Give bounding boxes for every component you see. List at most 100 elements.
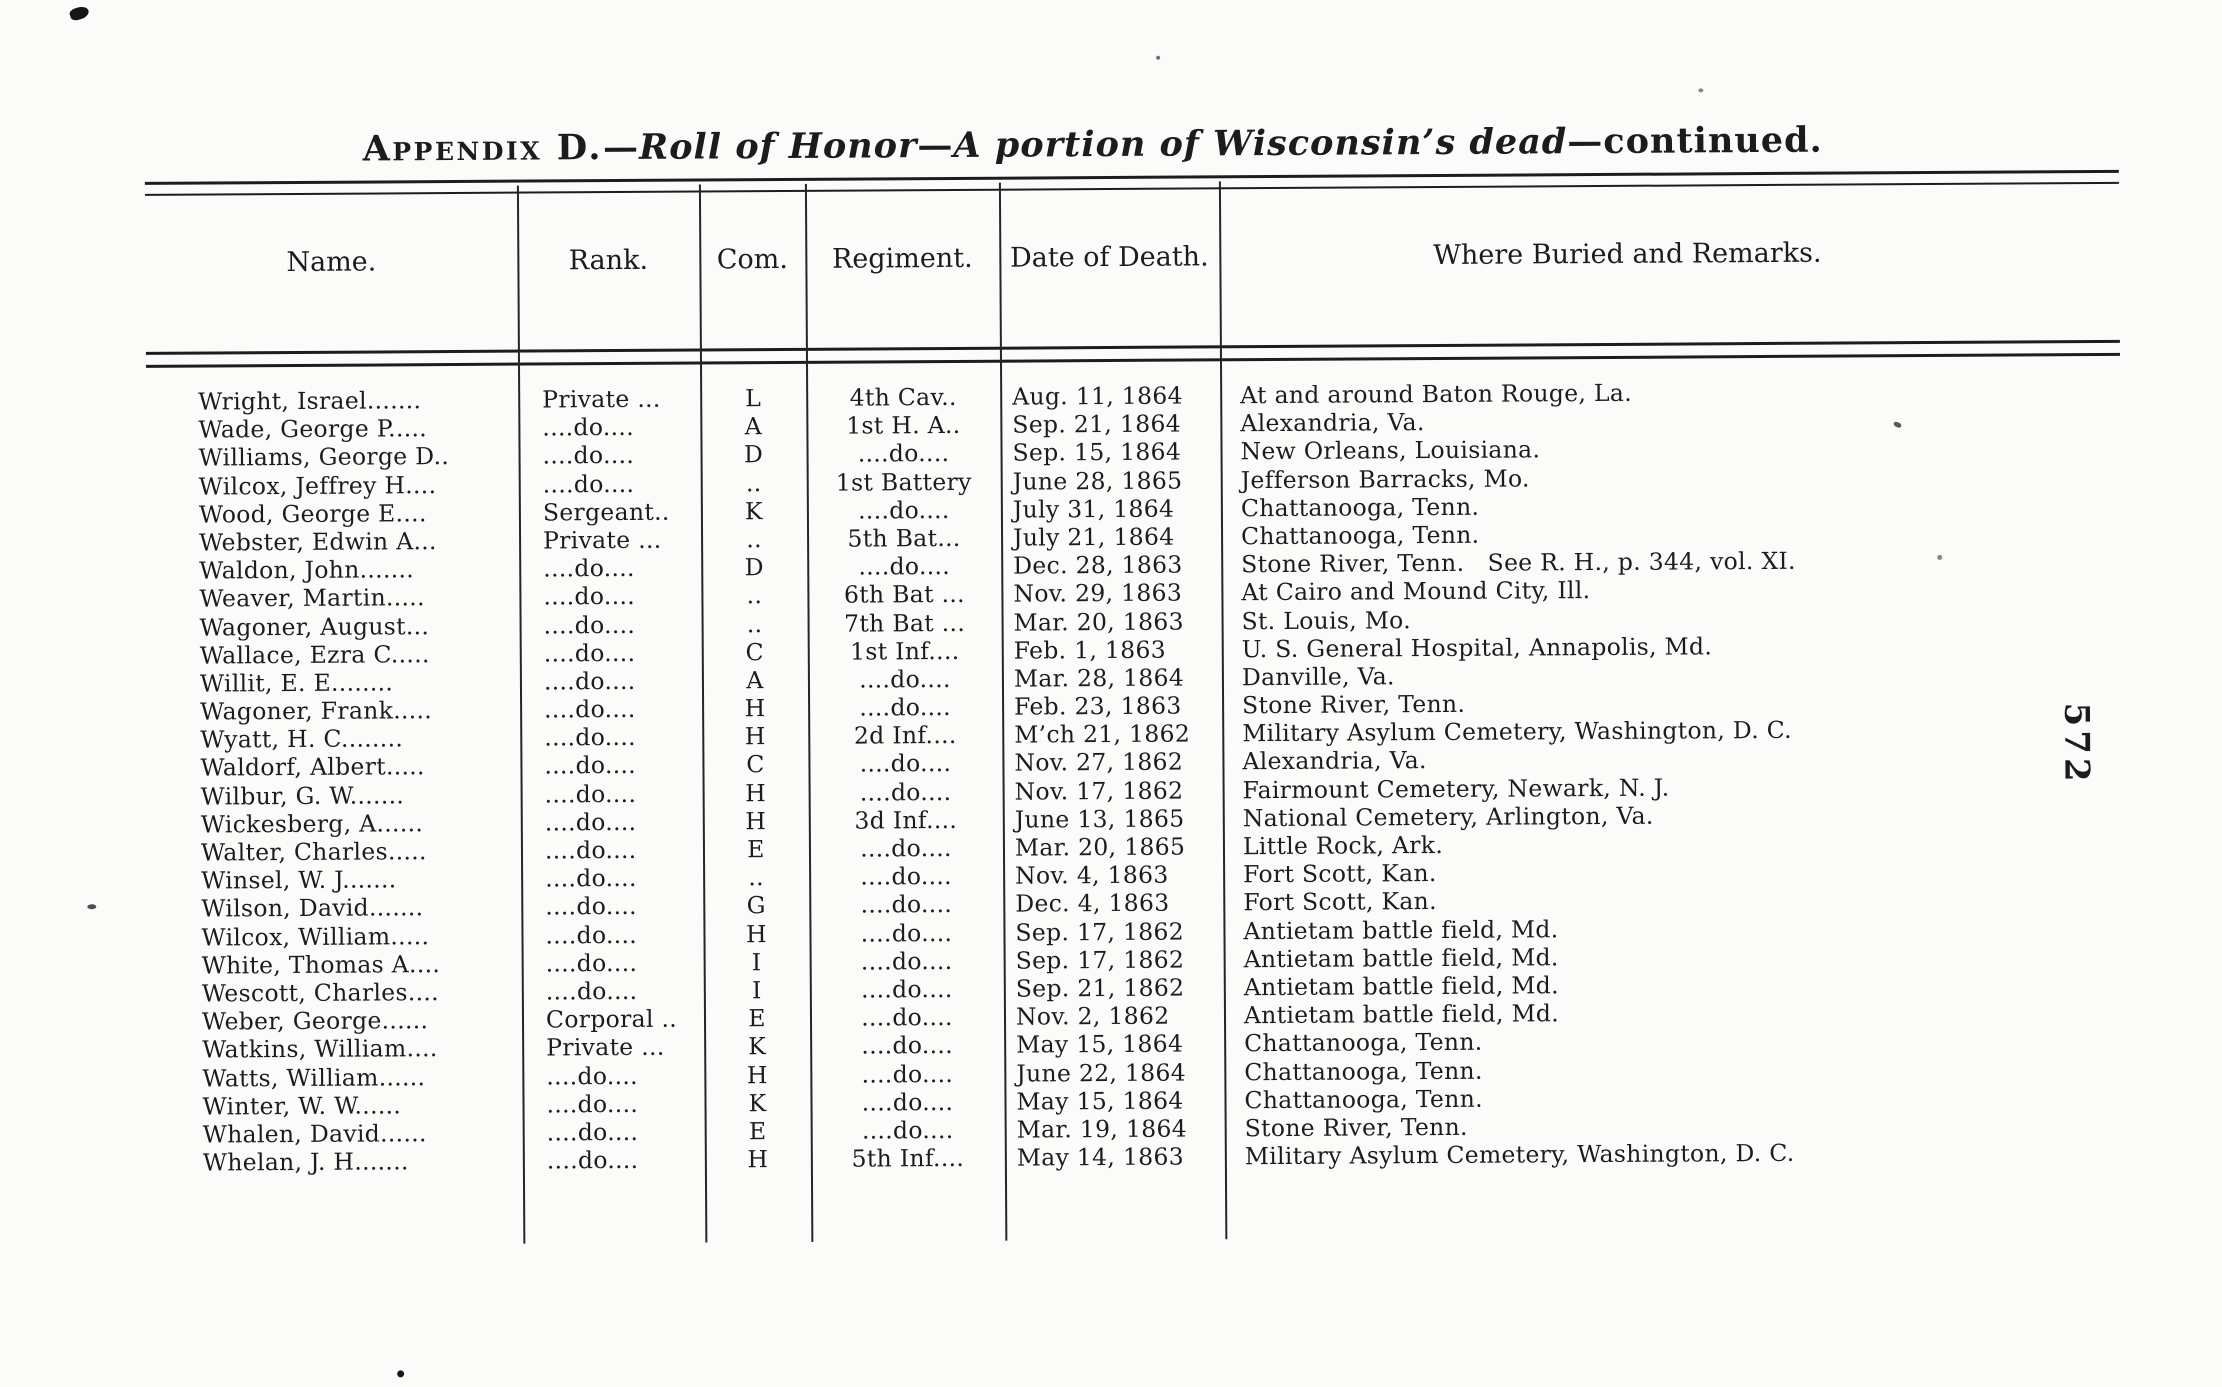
cell-name: Wilcox, Jeffrey H.... [198,470,437,501]
cell-rank: ....do.... [543,582,636,611]
roll-of-honor-table: Name. Rank. Com. Regiment. Date of Death… [144,169,2126,1282]
title-part: —continued. [1567,119,1823,163]
cell-company: .. [746,525,762,554]
cell-name: Winsel, W. J....... [201,865,397,895]
cell-date-of-death: Sep. 15, 1864 [1012,437,1182,467]
cell-company: G [746,891,766,920]
cell-regiment: 1st Inf.... [849,636,960,666]
cell-rank: ....do.... [544,807,637,837]
cell-company: L [745,384,762,413]
cell-rank: ....do.... [546,1117,639,1147]
cell-company: D [743,440,764,469]
cell-name: Williams, George D.. [198,442,450,472]
cell-remarks: Danville, Va. [1241,662,1395,692]
table-body: Wright, Israel....... Private ... L 4th Cav… [146,376,2125,1177]
cell-remarks: Antietam battle field, Md. [1243,999,1560,1030]
table-top-rule [144,169,2119,196]
cell-name: Wallace, Ezra C..... [199,639,430,670]
title-part: — [602,126,640,169]
cell-remarks: Antietam battle field, Md. [1243,943,1559,973]
cell-regiment: 2d Inf.... [853,721,957,750]
cell-rank: ....do.... [546,1089,639,1119]
cell-name: Wescott, Charles.... [201,978,439,1008]
cell-regiment: ....do.... [860,890,953,919]
cell-regiment: ....do.... [860,918,953,948]
cell-regiment: 1st H. A.. [846,411,961,440]
cell-date-of-death: July 21, 1864 [1012,522,1175,552]
scan-artifact [1698,88,1704,93]
cell-regiment: 1st Battery [835,467,972,497]
cell-name: Willit, E. E........ [199,668,394,698]
cell-remarks: U. S. General Hospital, Annapolis, Md. [1241,632,1713,663]
cell-date-of-death: May 15, 1864 [1016,1029,1184,1059]
cell-name: Weber, George...... [201,1006,429,1036]
column-header-remarks: Where Buried and Remarks. [1433,237,1822,272]
cell-rank: ....do.... [546,1145,639,1175]
cell-rank: ....do.... [542,441,635,470]
cell-rank: Private ... [542,384,661,414]
cell-rank: ....do.... [544,779,637,809]
cell-rank: ....do.... [544,835,637,865]
cell-company: .. [748,863,764,892]
cell-regiment: ....do.... [860,862,952,891]
cell-name: Wickesberg, A...... [200,809,424,839]
cell-company: K [744,496,763,525]
cell-remarks: Stone River, Tenn. [1244,1112,1468,1143]
cell-rank: ....do.... [542,413,635,442]
cell-date-of-death: Nov. 27, 1862 [1014,747,1184,778]
cell-name: Webster, Edwin A... [198,527,437,557]
cell-date-of-death: Dec. 28, 1863 [1013,550,1183,580]
cell-date-of-death: Nov. 17, 1862 [1014,776,1184,806]
cell-regiment: ....do.... [859,749,952,778]
cell-rank: ....do.... [544,723,636,752]
scan-artifact [1937,554,1943,560]
cell-regiment: 6th Bat ... [843,580,965,609]
cell-name: Wagoner, August... [199,611,430,642]
cell-company: C [745,637,764,666]
cell-remarks: Fort Scott, Kan. [1243,859,1437,889]
title-part: Roll of Honor [638,125,918,168]
cell-company: E [747,835,765,864]
cell-remarks: Chattanooga, Tenn. [1244,1028,1483,1058]
cell-date-of-death: Aug. 11, 1864 [1012,381,1183,411]
cell-date-of-death: Nov. 2, 1862 [1015,1001,1170,1031]
cell-regiment: ....do.... [857,439,950,468]
cell-name: Wilcox, William..... [201,921,430,952]
cell-date-of-death: Nov. 4, 1863 [1015,860,1169,890]
cell-rank: ....do.... [543,666,636,696]
header-bottom-rule [145,339,2120,368]
title-part: A portion of Wisconsin’s dead [953,121,1568,166]
cell-company: A [744,412,763,441]
cell-rank: ....do.... [545,864,637,893]
cell-remarks: Alexandria, Va. [1240,408,1425,438]
cell-rank: Sergeant.. [542,497,670,527]
cell-name: Wood, George E.... [198,498,427,529]
cell-remarks: Antietam battle field, Md. [1243,971,1559,1002]
cell-name: Watkins, William.... [202,1034,438,1064]
cell-rank: Corporal .. [545,1004,678,1034]
cell-regiment: ....do.... [858,495,950,525]
cell-company: I [751,947,762,976]
cell-name: Winter, W. W...... [202,1091,402,1121]
cell-name: Watts, William...... [202,1062,426,1093]
cell-remarks: National Cemetery, Arlington, Va. [1242,801,1654,833]
scan-artifact [1156,55,1161,60]
cell-name: Waldon, John....... [199,555,415,585]
column-header-regiment: Regiment. [831,242,973,275]
cell-remarks: Military Asylum Cemetery, Washington, D.… [1244,1138,1795,1171]
cell-name: Whelan, J. H....... [202,1147,409,1177]
cell-rank: ....do.... [545,892,637,921]
cell-rank: ....do.... [544,694,636,724]
cell-rank: ....do.... [543,638,636,668]
cell-name: Walter, Charles..... [200,837,427,867]
cell-rank: ....do.... [545,920,638,950]
cell-date-of-death: M’ch 21, 1862 [1014,719,1191,749]
cell-remarks: Antietam battle field, Md. [1243,914,1559,945]
cell-name: Whalen, David...... [202,1119,427,1149]
cell-name: Wyatt, H. C........ [200,724,404,754]
cell-company: H [744,722,766,751]
cell-date-of-death: Mar. 28, 1864 [1013,663,1185,693]
cell-remarks: Stone River, Tenn. [1242,689,1466,720]
